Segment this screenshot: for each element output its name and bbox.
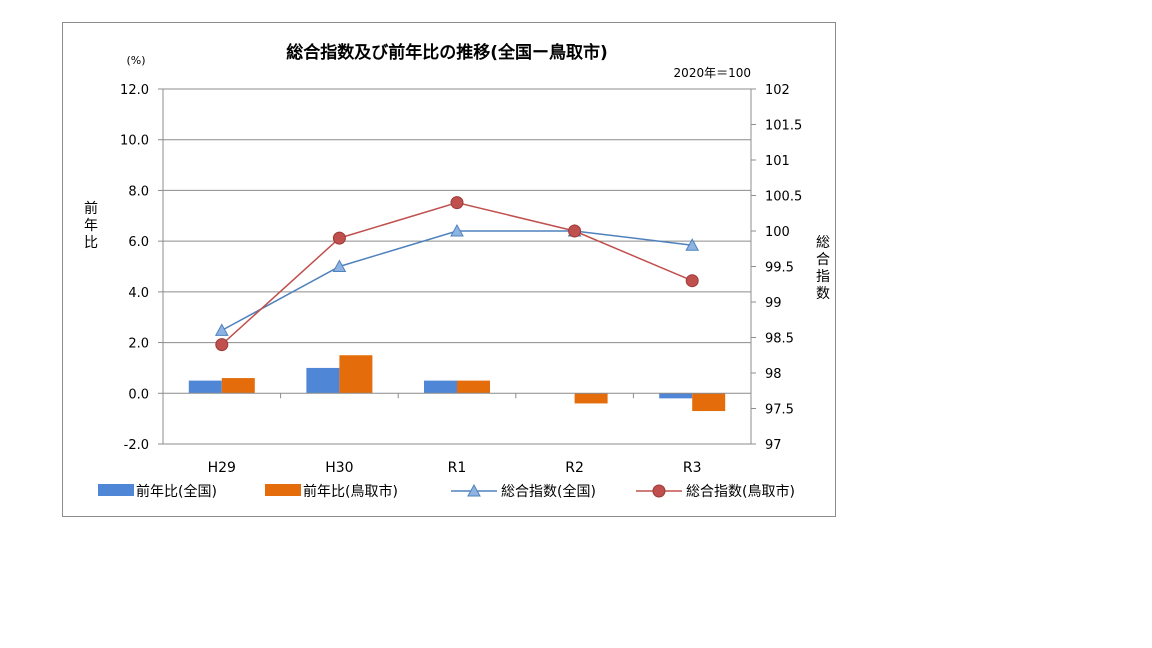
right-tick-label: 102 <box>765 83 790 98</box>
right-axis-title-char: 総 <box>816 235 830 251</box>
triangle-point <box>214 323 229 336</box>
bar <box>188 380 222 394</box>
legend-swatch <box>265 484 301 496</box>
legend-marker <box>467 483 481 497</box>
category-label: R2 <box>565 460 584 476</box>
circle-point <box>450 196 464 210</box>
right-tick-label: 99 <box>765 296 782 311</box>
left-tick-label: 8.0 <box>128 184 149 199</box>
left-tick-label: 12.0 <box>120 83 149 98</box>
legend-label: 総合指数(鳥取市) <box>686 483 795 500</box>
right-tick-label: 98.5 <box>765 332 794 347</box>
left-tick-label: 4.0 <box>128 286 149 301</box>
right-tick-label: 101.5 <box>765 119 802 134</box>
left-tick-label: 2.0 <box>128 337 149 352</box>
right-tick-label: 97.5 <box>765 403 794 418</box>
right-axis-title-char: 指 <box>816 269 830 285</box>
bar <box>221 378 255 394</box>
category-label: R3 <box>683 460 702 476</box>
legend-swatch <box>98 484 134 496</box>
bar <box>692 393 726 412</box>
left-tick-label: 0.0 <box>128 387 149 402</box>
bar <box>424 380 457 394</box>
legend-label: 前年比(全国) <box>136 483 217 500</box>
series-line <box>221 201 693 346</box>
right-tick-label: 97 <box>765 438 782 453</box>
right-tick-label: 98 <box>765 367 782 382</box>
category-label: R1 <box>448 460 467 476</box>
lines <box>214 196 700 352</box>
circle-point <box>685 274 699 288</box>
circle-point <box>215 338 229 352</box>
right-tick-label: 99.5 <box>765 261 794 276</box>
right-axis-title-char: 合 <box>816 252 830 268</box>
bar <box>306 367 340 394</box>
circle-point <box>568 224 582 238</box>
bar <box>457 380 490 394</box>
left-axis-title-char: 年 <box>84 218 98 234</box>
bar <box>339 355 373 394</box>
left-tick-label: 6.0 <box>128 235 149 250</box>
chart-title: 総合指数及び前年比の推移(全国ー鳥取市) <box>286 42 608 63</box>
tick-labels: 12.0 10.0 8.0 6.0 4.0 2.0 0.0 -2.0 102 101.5 101 10… <box>84 83 830 476</box>
circle-point <box>332 231 346 245</box>
right-tick-label: 101 <box>765 154 790 169</box>
right-tick-label: 100 <box>765 225 790 240</box>
left-tick-label: 10.0 <box>120 134 149 149</box>
triangle-point <box>685 238 700 251</box>
left-axis-unit: (%) <box>126 54 145 67</box>
legend-label: 総合指数(全国) <box>501 483 596 500</box>
bars <box>188 355 726 412</box>
triangle-point <box>332 259 347 272</box>
grid-lines <box>163 88 751 445</box>
legend-label: 前年比(鳥取市) <box>303 483 398 500</box>
left-axis-title-char: 比 <box>84 235 98 251</box>
category-label: H30 <box>325 460 353 476</box>
axes <box>158 88 756 445</box>
category-label: H29 <box>208 460 236 476</box>
left-tick-label: -2.0 <box>124 438 149 453</box>
legend-marker <box>652 484 666 498</box>
chart-svg: 総合指数及び前年比の推移(全国ー鳥取市) (%) 2020年＝100 12.01… <box>84 42 830 500</box>
left-axis-title-char: 前 <box>84 200 98 217</box>
legend: 前年比(全国) 前年比(鳥取市) 総合指数(全国) 総合指数(鳥取市) <box>98 483 795 500</box>
bar <box>659 393 693 399</box>
right-axis-title-char: 数 <box>816 286 830 302</box>
right-tick-label: 100.5 <box>765 190 802 205</box>
base-year-note: 2020年＝100 <box>674 66 751 80</box>
bar <box>574 393 608 404</box>
triangle-point <box>450 223 464 237</box>
chart-frame: 総合指数及び前年比の推移(全国ー鳥取市) (%) 2020年＝100 12.0 1… <box>62 22 836 517</box>
